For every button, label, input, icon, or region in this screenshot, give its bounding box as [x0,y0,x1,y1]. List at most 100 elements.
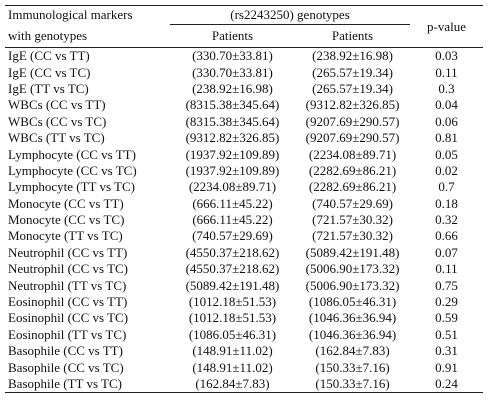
table-row: Monocyte (CC vs TT) (666.11±45.22) (740.57… [5,196,483,212]
table-row: Neutrophil (CC vs TC) (4550.37±218.62) (50… [5,261,483,277]
marker-cell: Neutrophil (CC vs TT) [8,244,128,260]
table-header: Immunological markers (rs2243250) genoty… [5,5,484,48]
marker-cell: Lymphocyte (TT vs TC) [8,179,135,195]
table-row: Basophile (CC vs TT) (148.91±11.02) (162.8… [5,343,483,359]
table-row: Monocyte (TT vs TC) (740.57±29.69) (721.57… [5,228,483,244]
patients-cell: (238.92±16.98) [312,48,393,64]
patients-cell: (1046.36±36.94) [308,326,397,342]
pvalue-cell: 0.06 [435,113,458,129]
pvalue-cell: 0.02 [435,162,458,178]
patients-cell: (9312.82±326.85) [305,97,400,113]
pvalue-cell: 0.07 [435,244,458,260]
header-marker: with genotypes [8,27,88,43]
patients-cell: (150.33±7.16) [315,376,390,391]
pvalue-cell: 0.7 [438,179,455,195]
marker-cell: Monocyte (TT vs TC) [8,228,123,244]
table-row: WBCs (CC vs TT) (8315.38±345.64) (9312.82±… [5,97,483,113]
pvalue-cell: 0.24 [435,376,458,391]
marker-cell: Neutrophil (TT vs TC) [8,277,127,293]
table-row: Lymphocyte (CC vs TC) (1937.92±109.89) (22… [5,163,483,179]
marker-cell: Eosinophil (TT vs TC) [8,326,127,342]
patients-cell: (721.57±30.32) [312,228,393,244]
patients-cell: (148.91±11.02) [192,359,273,375]
patients-cell: (162.84±7.83) [315,343,390,359]
pvalue-cell: 0.11 [435,64,458,80]
patients-cell: (740.57±29.69) [312,195,393,211]
table-row: IgE (TT vs TC) (238.92±16.98) (265.57±19.3… [5,81,483,97]
marker-cell: Lymphocyte (CC vs TC) [8,162,137,178]
marker-cell: Basophile (CC vs TC) [8,359,124,375]
patients-cell: (5006.90±173.32) [305,261,400,277]
table-row: IgE (CC vs TT) (330.70±33.81) (238.92±16.9… [5,48,483,65]
marker-cell: IgE (CC vs TT) [8,48,90,64]
table-row: Lymphocyte (TT vs TC) (2234.08±89.71) (228… [5,179,483,195]
patients-cell: (1012.18±51.53) [188,310,277,326]
patients-cell: (5089.42±191.48) [305,244,400,260]
patients-cell: (721.57±30.32) [312,212,393,228]
patients-cell: (265.57±19.34) [312,64,393,80]
marker-cell: WBCs (TT vs TC) [8,130,105,146]
patients-cell: (2282.69±86.21) [308,179,397,195]
header-sub: Patients [331,28,374,43]
table-row: IgE (CC vs TC) (330.70±33.81) (265.57±19.3… [5,64,483,80]
patients-cell: (150.33±7.16) [315,359,390,375]
pvalue-cell: 0.51 [435,326,458,342]
patients-cell: (4550.37±218.62) [185,244,280,260]
table-row: Basophile (TT vs TC) (162.84±7.83) (150.33… [5,376,483,393]
pvalue-cell: 0.32 [435,212,458,228]
header-sub: Patients [211,28,254,43]
pvalue-cell: 0.03 [435,48,458,64]
patients-cell: (2234.08±89.71) [308,146,397,162]
patients-cell: (162.84±7.83) [195,376,270,391]
patients-cell: (2282.69±86.21) [308,162,397,178]
pvalue-cell: 0.04 [435,97,458,113]
table-row: WBCs (CC vs TC) (8315.38±345.64) (9207.69±… [5,114,483,130]
marker-cell: Basophile (CC vs TT) [8,343,123,359]
patients-cell: (666.11±45.22) [192,195,273,211]
patients-cell: (740.57±29.69) [192,228,273,244]
patients-cell: (1012.18±51.53) [188,294,277,310]
patients-cell: (238.92±16.98) [192,80,273,96]
patients-cell: (9312.82±326.85) [185,130,280,146]
table: Immunological markers (rs2243250) genoty… [5,5,484,393]
table-container: Immunological markers (rs2243250) genoty… [5,5,484,393]
table-row: WBCs (TT vs TC) (9312.82±326.85) (9207.69±… [5,130,483,146]
patients-cell: (8315.38±345.64) [185,113,280,129]
patients-cell: (9207.69±290.57) [305,113,400,129]
patients-cell: (1086.05±46.31) [188,326,277,342]
table-row: Eosinophil (TT vs TC) (1086.05±46.31) (104… [5,327,483,343]
pvalue-cell: 0.81 [435,130,458,146]
marker-cell: WBCs (CC vs TT) [8,97,106,113]
patients-cell: (1086.05±46.31) [308,294,397,310]
pvalue-cell: 0.29 [435,294,458,310]
pvalue-cell: 0.31 [435,343,458,359]
patients-cell: (8315.38±345.64) [185,97,280,113]
header-marker: Immunological markers [8,7,133,23]
patients-cell: (5006.90±173.32) [305,277,400,293]
patients-cell: (2234.08±89.71) [188,179,277,195]
table-row: Basophile (CC vs TC) (148.91±11.02) (150.3… [5,359,483,375]
table-row: Monocyte (CC vs TC) (666.11±45.22) (721.57… [5,212,483,228]
table-row: Neutrophil (CC vs TT) (4550.37±218.62) (50… [5,245,483,261]
pvalue-cell: 0.91 [435,359,458,375]
pvalue-cell: 0.66 [435,228,458,244]
marker-cell: Eosinophil (CC vs TC) [8,310,129,326]
patients-cell: (148.91±11.02) [192,343,273,359]
patients-cell: (1937.92±109.89) [185,146,280,162]
pvalue-cell: 0.3 [438,80,455,96]
patients-cell: (265.57±19.34) [312,80,393,96]
pvalue-cell: 0.75 [435,277,458,293]
table-row: Lymphocyte (CC vs TT) (1937.92±109.89) (22… [5,146,483,162]
pvalue-cell: 0.18 [435,195,458,211]
patients-cell: (5089.42±191.48) [185,277,280,293]
table-row: Eosinophil (CC vs TT) (1012.18±51.53) (108… [5,294,483,310]
patients-cell: (1937.92±109.89) [185,162,280,178]
patients-cell: (4550.37±218.62) [185,261,280,277]
marker-cell: Basophile (TT vs TC) [8,376,122,391]
pvalue-cell: 0.05 [435,146,458,162]
marker-cell: IgE (CC vs TC) [8,64,91,80]
table-body: IgE (CC vs TT) (330.70±33.81) (238.92±16.9… [5,48,484,393]
header-pvalue: p-value [427,18,466,34]
pvalue-cell: 0.59 [435,310,458,326]
